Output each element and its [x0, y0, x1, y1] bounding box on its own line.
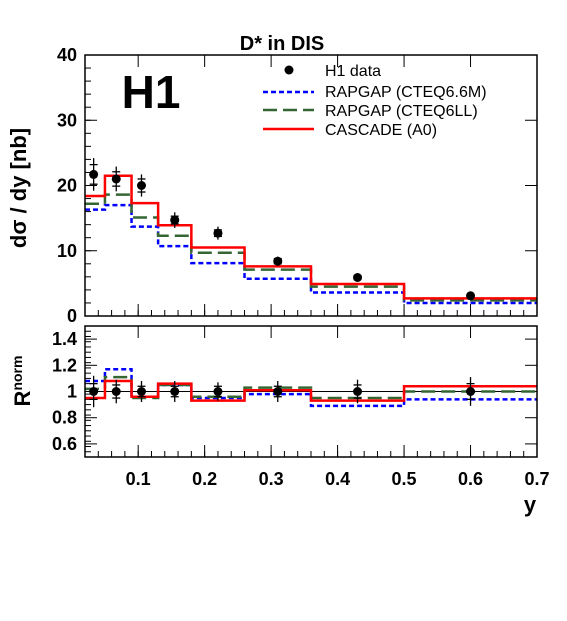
- legend-label-cascade-a0: CASCADE (A0): [325, 122, 437, 139]
- data-point-bottom: [111, 387, 121, 396]
- x-tick-label: 0.6: [458, 469, 483, 489]
- data-points-bottom: [89, 375, 476, 408]
- x-axis-label: y: [524, 492, 537, 517]
- model-histograms-top: [85, 174, 537, 305]
- y-tick-label-top: 20: [57, 176, 77, 196]
- h1-logo: H1: [122, 66, 181, 118]
- y-ticks-top: 0 10 20 30 40: [57, 45, 537, 326]
- y-tick-label-bottom: 0.6: [52, 434, 77, 454]
- y-axis-label-bottom-base: R: [10, 390, 35, 406]
- data-point-top: [353, 273, 363, 283]
- y-tick-label-top: 40: [57, 45, 77, 65]
- histogram-cascade-a0-top: [85, 174, 537, 300]
- y-tick-label-bottom: 1.4: [52, 329, 77, 349]
- y-tick-label-top: 10: [57, 241, 77, 261]
- x-tick-label: 0.2: [192, 469, 217, 489]
- data-point-bottom: [273, 387, 283, 396]
- cross-section-panel: D* in DIS H1 dσ / dy [nb] 0 10 20 30 40 H1 d…: [6, 33, 538, 326]
- legend-marker-data: [284, 65, 294, 75]
- data-point-bottom: [137, 387, 146, 396]
- x-tick-label: 0.1: [126, 469, 151, 489]
- data-point-top: [137, 181, 146, 190]
- data-point-top: [273, 256, 283, 266]
- data-point-top: [170, 215, 180, 225]
- data-point-top: [111, 174, 121, 184]
- y-axis-label-bottom: Rnorm: [9, 356, 35, 407]
- data-point-top: [466, 291, 476, 301]
- data-point-bottom: [213, 387, 223, 396]
- data-point-bottom: [353, 387, 363, 396]
- y-tick-label-top: 0: [67, 306, 77, 326]
- x-ticks-bottom: 0.1 0.2 0.3 0.4 0.5 0.6 0.7: [84, 326, 550, 489]
- data-point-bottom: [89, 387, 99, 396]
- y-axis-label-bottom-sup: norm: [9, 356, 25, 391]
- y-tick-label-top: 30: [57, 110, 77, 130]
- x-tick-label: 0.4: [325, 469, 350, 489]
- chart-title: D* in DIS: [240, 33, 324, 55]
- data-point-top: [89, 169, 99, 179]
- y-tick-label-bottom: 1.2: [52, 355, 77, 375]
- data-point-bottom: [466, 387, 476, 396]
- data-point-bottom: [170, 387, 180, 396]
- data-point-top: [213, 228, 223, 238]
- legend-label-rapgap-cteq6ll: RAPGAP (CTEQ6LL): [325, 103, 478, 120]
- x-tick-label: 0.3: [259, 469, 284, 489]
- legend: H1 data RAPGAP (CTEQ6.6M) RAPGAP (CTEQ6L…: [263, 63, 487, 139]
- y-axis-label-top: dσ / dy [nb]: [6, 128, 31, 248]
- x-ticks-top: [84, 55, 538, 316]
- data-points-top: [89, 158, 476, 301]
- y-tick-label-bottom: 1: [67, 382, 77, 402]
- legend-label-data: H1 data: [325, 63, 381, 80]
- legend-label-rapgap-cteq66m: RAPGAP (CTEQ6.6M): [325, 84, 487, 101]
- x-tick-label: 0.5: [392, 469, 417, 489]
- x-tick-label: 0.7: [524, 469, 549, 489]
- ratio-panel: Rnorm 0.60.811.21.4 0.1 0.2 0.3 0.4 0.5 0.6 0.…: [9, 325, 550, 517]
- histogram-rapgap-cteq6-6m-top: [85, 203, 537, 305]
- y-tick-label-bottom: 0.8: [52, 408, 77, 428]
